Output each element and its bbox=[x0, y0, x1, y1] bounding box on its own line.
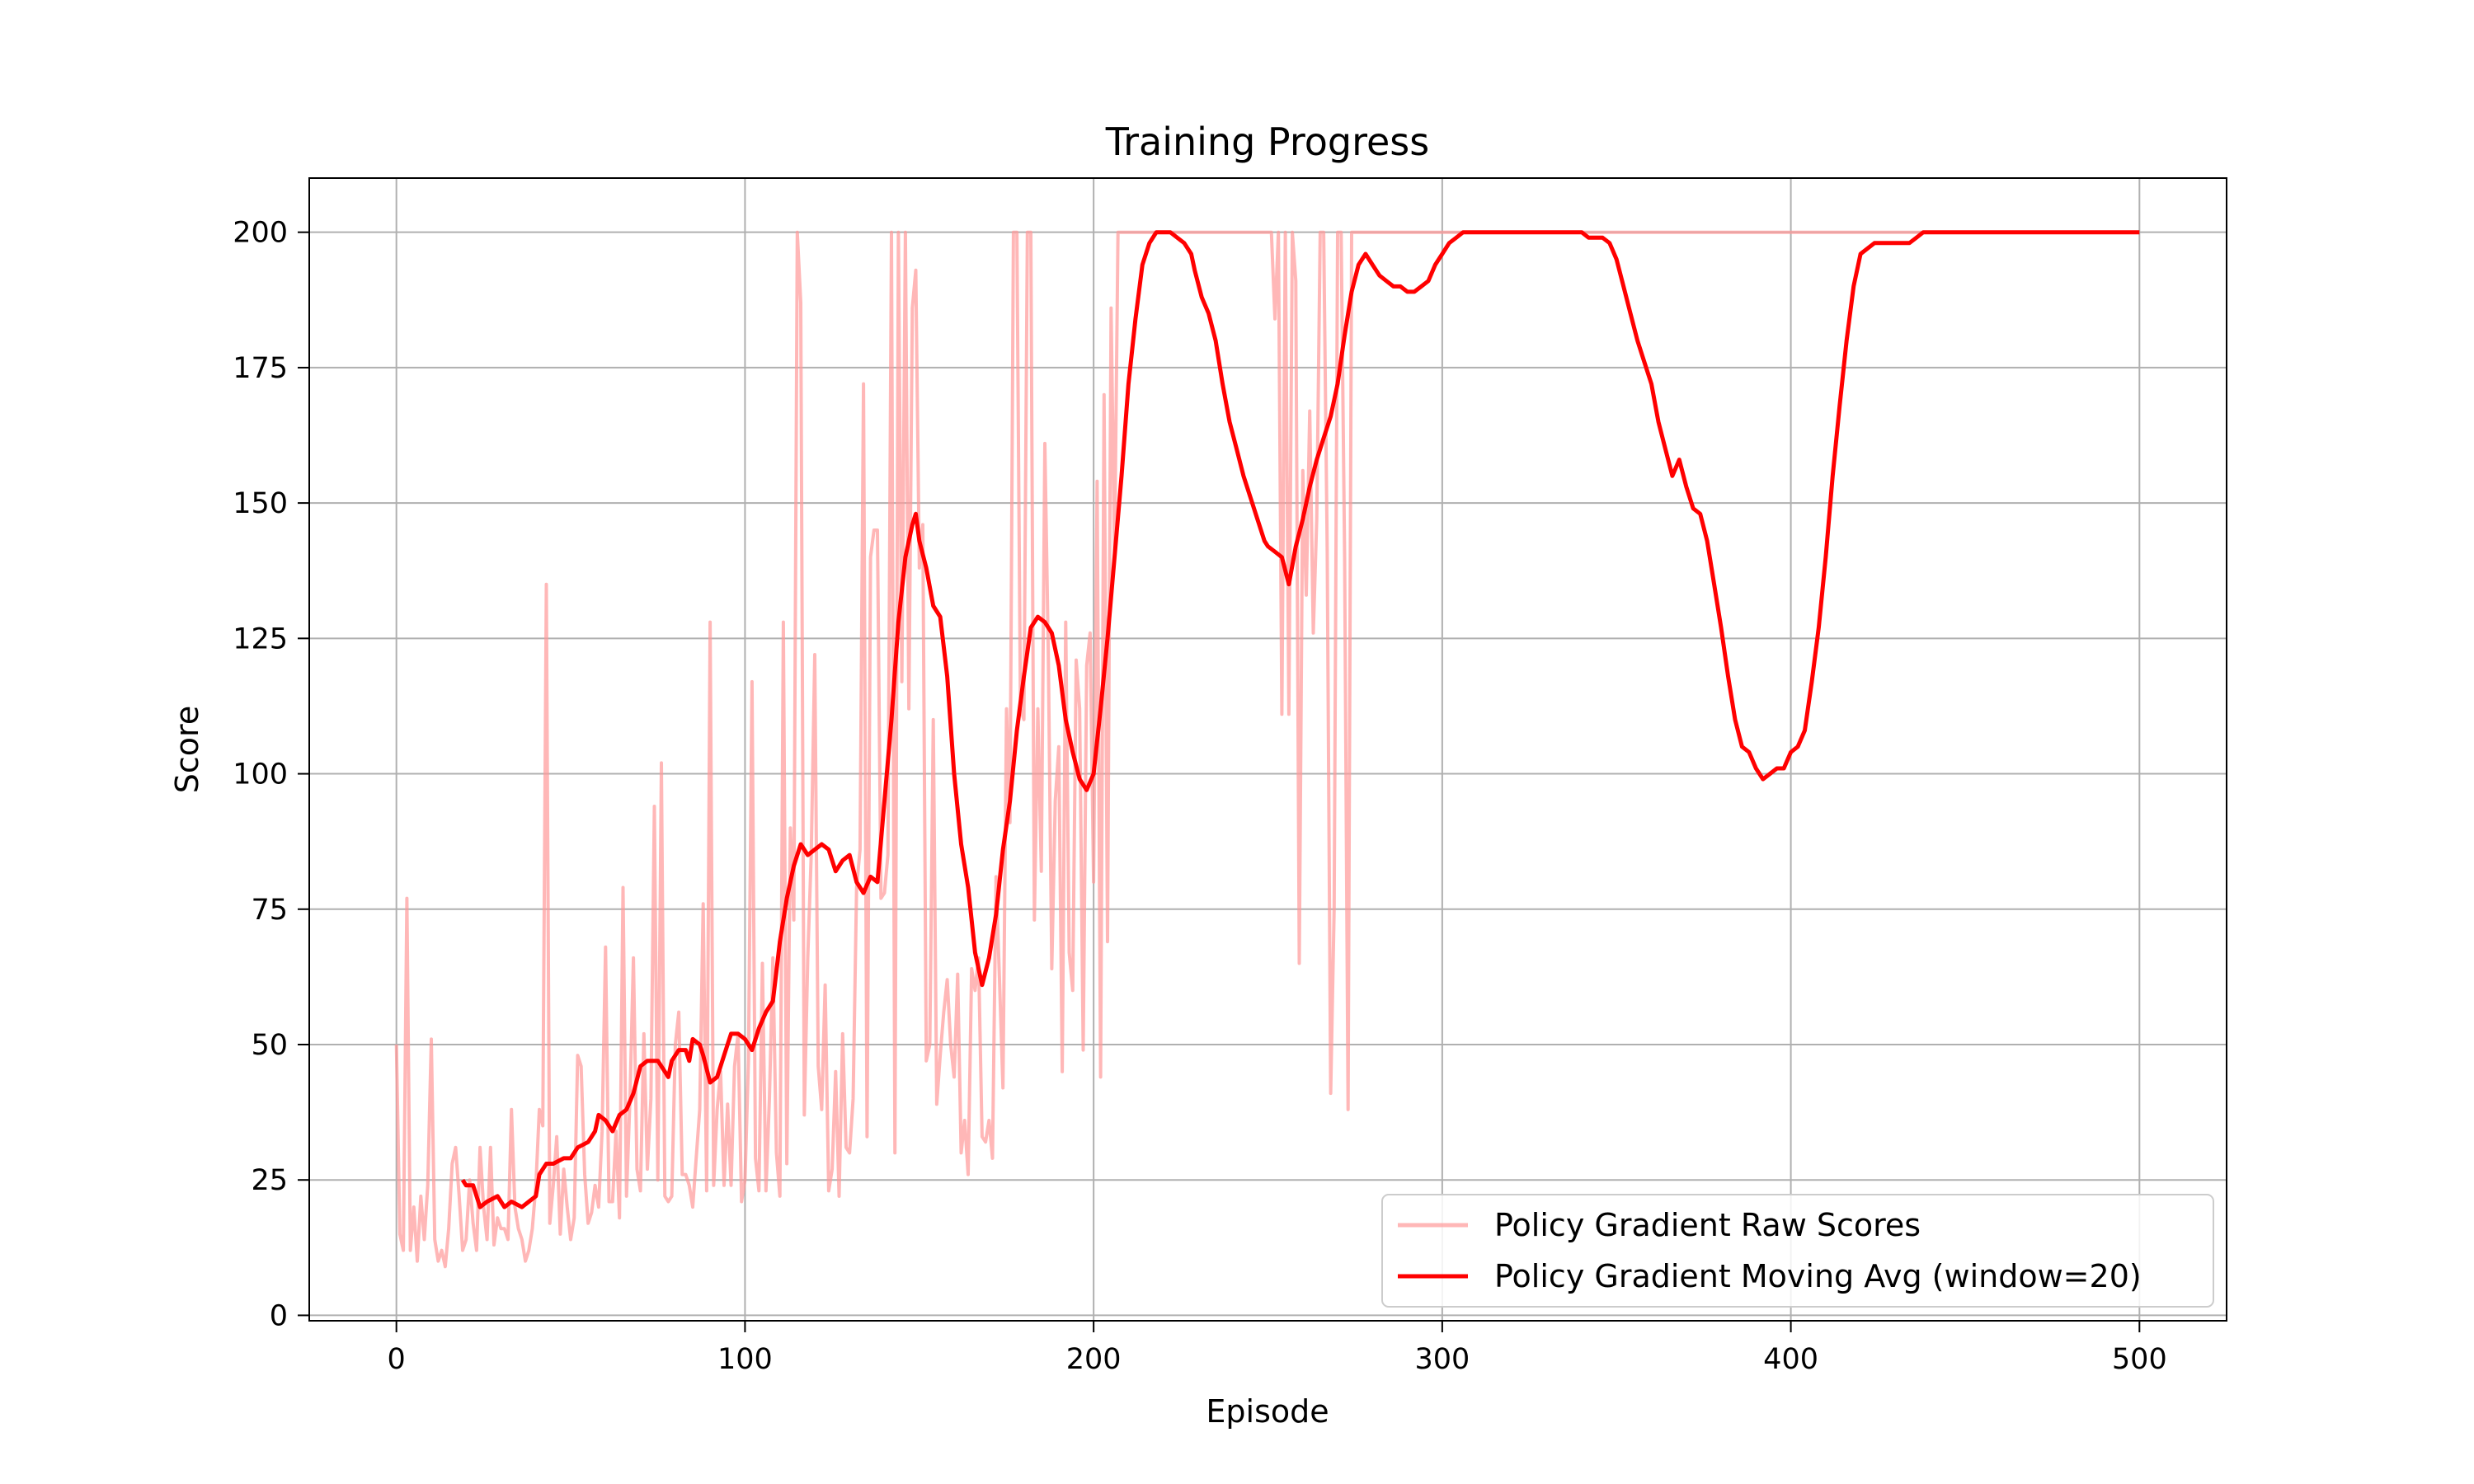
chart-title: Training Progress bbox=[1105, 120, 1429, 164]
y-tick-label: 100 bbox=[233, 758, 288, 791]
x-tick-label: 100 bbox=[717, 1343, 773, 1376]
raw-scores-line bbox=[394, 230, 2067, 1269]
moving-average-line bbox=[460, 230, 2140, 1209]
x-tick-label: 300 bbox=[1414, 1343, 1470, 1376]
y-tick-label: 50 bbox=[251, 1029, 288, 1062]
legend-label-moving-avg: Policy Gradient Moving Avg (window=20) bbox=[1494, 1258, 2142, 1294]
legend-label-raw: Policy Gradient Raw Scores bbox=[1494, 1207, 1921, 1243]
x-tick-label: 0 bbox=[388, 1343, 406, 1376]
x-tick-label: 500 bbox=[2112, 1343, 2167, 1376]
y-tick-label: 200 bbox=[233, 217, 288, 250]
x-axis-label: Episode bbox=[1206, 1393, 1329, 1430]
plot-frame bbox=[308, 177, 2227, 1322]
y-axis-ticks: 0 25 50 75 100 125 150 175 200 bbox=[233, 217, 309, 1332]
legend: Policy Gradient Raw Scores Policy Gradie… bbox=[1381, 1194, 2214, 1308]
y-tick-label: 125 bbox=[233, 622, 288, 655]
y-tick-label: 175 bbox=[233, 352, 288, 385]
legend-box bbox=[1381, 1194, 2214, 1308]
series-layer bbox=[394, 230, 2140, 1269]
x-tick-label: 400 bbox=[1763, 1343, 1818, 1376]
plot-area bbox=[309, 178, 2227, 1321]
x-axis-ticks: 0 100 200 300 400 500 bbox=[388, 1321, 2167, 1376]
y-axis-label: Score bbox=[169, 706, 205, 793]
y-tick-label: 75 bbox=[251, 894, 288, 927]
x-tick-label: 200 bbox=[1066, 1343, 1122, 1376]
y-tick-label: 25 bbox=[251, 1164, 288, 1197]
y-tick-label: 0 bbox=[270, 1299, 288, 1332]
y-tick-label: 150 bbox=[233, 487, 288, 520]
